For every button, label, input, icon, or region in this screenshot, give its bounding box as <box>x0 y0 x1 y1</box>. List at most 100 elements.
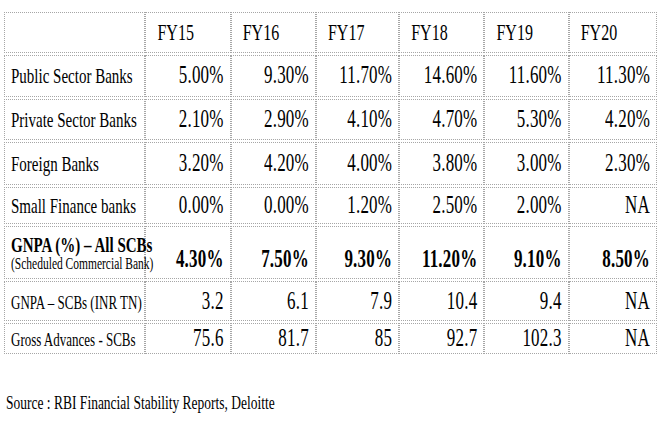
value-cell: 75.6 <box>145 323 230 354</box>
table-row-4: Small Finance banks 0.00% 0.00% 1.20% 2.50% 2… <box>4 187 657 224</box>
cell-value: 4.70% <box>433 106 478 134</box>
cell-value: 75.6 <box>193 325 224 353</box>
value-cell: 8.50% <box>569 226 657 279</box>
column-header-label: FY17 <box>328 19 364 45</box>
column-header-label: FY18 <box>411 19 447 45</box>
column-header-fy18: FY18 <box>399 12 484 53</box>
cell-value: 102.3 <box>522 325 561 353</box>
cell-value: 9.4 <box>540 287 562 315</box>
row-label: Gross Advances - SCBs <box>11 329 136 350</box>
value-cell: 0.00% <box>231 187 316 224</box>
value-cell: 3.00% <box>484 142 568 185</box>
gnpa-table: FY15 FY16 FY17 FY18 FY19 FY20 Public Sector B… <box>4 10 657 356</box>
cell-value: 10.4 <box>447 287 478 315</box>
column-header-label: FY15 <box>157 19 193 45</box>
source-note-text: Source : RBI Financial Stability Reports… <box>6 392 275 414</box>
cell-value: 85 <box>375 325 392 353</box>
value-cell: 4.10% <box>316 99 399 140</box>
cell-value: 11.60% <box>509 62 562 90</box>
value-cell: 11.20% <box>399 226 484 279</box>
cell-value: 4.20% <box>605 106 650 134</box>
row-label-cell: GNPA (%) – All SCBs(Scheduled Commercial… <box>4 226 145 279</box>
cell-value: 2.50% <box>433 192 478 220</box>
table-row-5: GNPA (%) – All SCBs(Scheduled Commercial… <box>4 226 657 279</box>
value-cell: 85 <box>316 323 399 354</box>
column-header-label: FY19 <box>496 19 532 45</box>
cell-value: 6.1 <box>287 287 309 315</box>
value-cell: 11.30% <box>569 55 657 97</box>
cell-value: 11.70% <box>339 62 392 90</box>
column-header-blank <box>4 12 145 53</box>
value-cell: 9.10% <box>484 226 568 279</box>
value-cell: 7.50% <box>231 226 316 279</box>
value-cell: 5.00% <box>145 55 230 97</box>
row-label: Small Finance banks <box>11 194 136 218</box>
row-label: Private Sector Banks <box>11 108 137 132</box>
cell-value: 3.2 <box>202 287 224 315</box>
table-row-7: Gross Advances - SCBs 75.6 81.7 85 92.7 102.3… <box>4 323 657 354</box>
value-cell: 2.90% <box>231 99 316 140</box>
row-label-cell: Gross Advances - SCBs <box>4 323 145 354</box>
column-header-label: FY20 <box>581 19 617 45</box>
table-row-2: Private Sector Banks2.10%2.90%4.10%4.70%… <box>4 99 657 140</box>
row-label-cell: Public Sector Banks <box>4 55 145 97</box>
value-cell: 4.30% <box>145 226 230 279</box>
table-body: Public Sector Banks 5.00% 9.30% 11.70% 14.60… <box>4 55 657 354</box>
cell-value: 8.50% <box>602 245 650 273</box>
value-cell: 1.20% <box>316 187 399 224</box>
column-header-fy19: FY19 <box>484 12 568 53</box>
value-cell: 14.60% <box>399 55 484 97</box>
value-cell: 102.3 <box>484 323 568 354</box>
table-header-row: FY15 FY16 FY17 FY18 FY19 FY20 <box>4 12 657 53</box>
cell-value: 7.9 <box>370 287 392 315</box>
value-cell: 3.80% <box>399 142 484 185</box>
column-header-fy16: FY16 <box>231 12 316 53</box>
cell-value: 11.20% <box>422 245 478 273</box>
value-cell: 11.60% <box>484 55 568 97</box>
value-cell: 4.20% <box>231 142 316 185</box>
cell-value: 2.90% <box>264 106 309 134</box>
value-cell: 3.2 <box>145 281 230 321</box>
row-label-cell: Small Finance banks <box>4 187 145 224</box>
row-label-cell: Private Sector Banks <box>4 99 145 140</box>
column-header-label: FY16 <box>243 19 279 45</box>
row-label: Public Sector Banks <box>11 64 133 88</box>
value-cell: 11.70% <box>316 55 399 97</box>
cell-value: NA <box>625 325 650 353</box>
table-row-3: Foreign Banks3.20%4.20%4.00%3.80%3.00%2.… <box>4 142 657 185</box>
cell-value: 9.30% <box>264 62 309 90</box>
row-label: GNPA – SCBs (INR TN) <box>11 293 142 314</box>
cell-value: 0.00% <box>179 192 224 220</box>
row-label-cell: GNPA – SCBs (INR TN) <box>4 281 145 321</box>
table-header: FY15 FY16 FY17 FY18 FY19 FY20 <box>4 12 657 53</box>
row-sublabel: (Scheduled Commercial Bank) <box>11 254 144 273</box>
column-header-fy17: FY17 <box>316 12 399 53</box>
cell-value: 81.7 <box>278 325 309 353</box>
value-cell: 6.1 <box>231 281 316 321</box>
value-cell: 10.4 <box>399 281 484 321</box>
cell-value: 92.7 <box>447 325 478 353</box>
value-cell: 3.20% <box>145 142 230 185</box>
value-cell: 2.50% <box>399 187 484 224</box>
value-cell: 92.7 <box>399 323 484 354</box>
value-cell: 4.70% <box>399 99 484 140</box>
value-cell: 9.4 <box>484 281 568 321</box>
source-note: Source : RBI Financial Stability Reports… <box>6 393 660 411</box>
value-cell: NA <box>569 281 657 321</box>
cell-value: 2.00% <box>517 192 562 220</box>
cell-value: 4.10% <box>347 106 392 134</box>
cell-value: NA <box>625 287 650 315</box>
cell-value: 4.20% <box>264 150 309 178</box>
cell-value: 1.20% <box>347 192 392 220</box>
value-cell: 2.30% <box>569 142 657 185</box>
page: FY15 FY16 FY17 FY18 FY19 FY20 Public Sector B… <box>0 0 660 440</box>
cell-value: 0.00% <box>264 192 309 220</box>
cell-value: 4.00% <box>347 150 392 178</box>
value-cell: 5.30% <box>484 99 568 140</box>
table-row-1: Public Sector Banks 5.00% 9.30% 11.70% 14.60… <box>4 55 657 97</box>
cell-value: 14.60% <box>424 62 478 90</box>
value-cell: NA <box>569 323 657 354</box>
cell-value: 9.30% <box>344 245 392 273</box>
cell-value: 3.20% <box>179 150 224 178</box>
value-cell: 0.00% <box>145 187 230 224</box>
